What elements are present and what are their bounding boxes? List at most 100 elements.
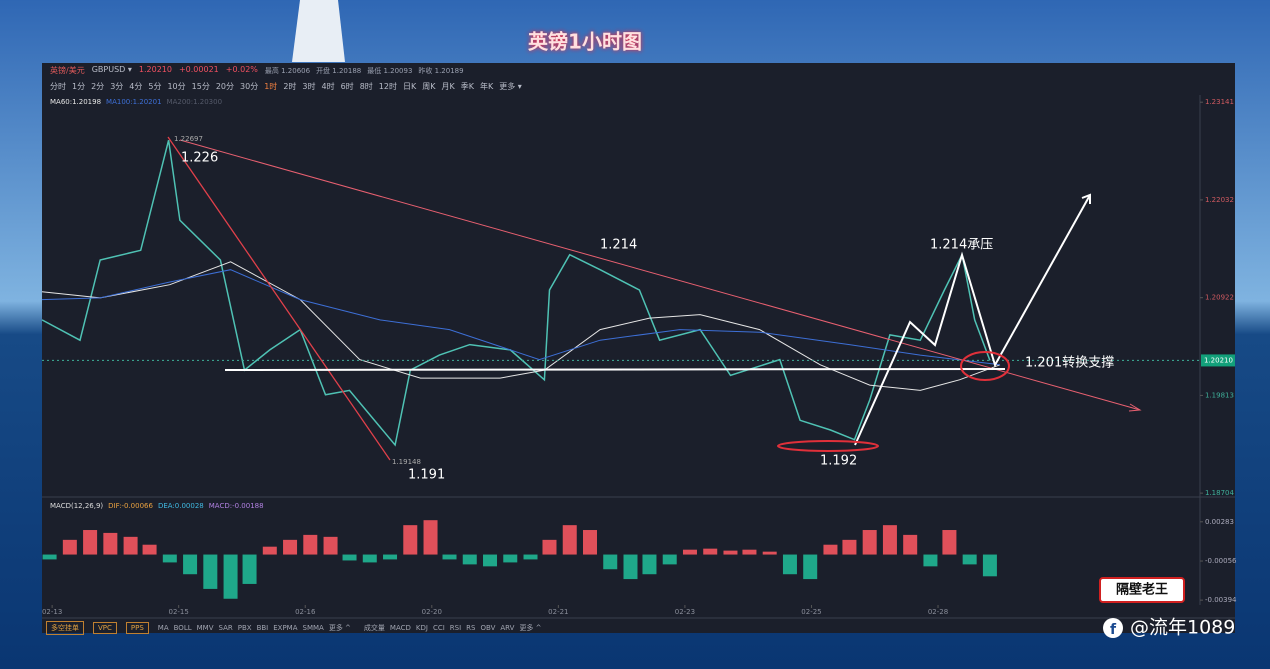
quote-row: 英镑/美元 GBPUSD ▾ 1.20210 +0.00021 +0.02% 最… [50,65,464,76]
annotation: 1.226 [181,151,218,166]
macd-bar [183,554,198,575]
timeframe[interactable]: 1时 [264,82,278,91]
timeframe[interactable]: 30分 [240,82,259,91]
stats: 最高 1.20606 开盘 1.20188 最低 1.20093 昨收 1.20189 [265,66,464,76]
banner-glow: 英镑1小时图 [528,30,642,54]
timeframe[interactable]: 3时 [302,82,316,91]
timeframe[interactable]: 4分 [129,82,143,91]
timeframe[interactable]: 4时 [321,82,335,91]
indicator-tab[interactable]: MACD [389,624,411,632]
stat: 最低 1.20093 [367,67,413,75]
macd-bar [423,520,438,555]
timeframe[interactable]: 2时 [283,82,297,91]
macd-bar [862,530,877,555]
indicator-tab[interactable]: KDJ [415,624,428,632]
arrow-head [1128,403,1142,412]
timeframe[interactable]: 分时 [50,82,66,91]
y-tick-label: 0.00283 [1205,518,1234,526]
indicator-tab[interactable]: MA [157,624,169,632]
macd-bar [362,554,377,563]
timeframe[interactable]: 2分 [91,82,105,91]
indicator-tab[interactable]: RSI [449,624,462,632]
macd-bar [223,554,238,599]
indicator-tab[interactable]: SMMA [302,624,324,632]
x-tick-label: 02-25 [801,608,821,616]
macd-bar [123,536,138,555]
macd-plot: 0.00283 -0.00056 -0.00394 02-13 02-15 02-16 02… [42,518,1237,616]
legend: DIF:-0.00066 DEA:0.00028 MACD:-0.00188 [108,502,263,510]
toggle-button[interactable]: VPC [93,622,117,634]
legend-faded: MA200:1.20300 [166,98,223,106]
x-tick-label: 02-13 [42,608,62,616]
timeframe[interactable]: 5分 [148,82,162,91]
indicator-tab[interactable]: BBI [256,624,269,632]
timeframe[interactable]: 周K [422,82,436,91]
indicator-tab[interactable]: ARV [500,624,515,632]
price: 1.20210 [138,65,172,74]
timeframe[interactable]: 3分 [110,82,124,91]
indicator-tab[interactable]: 更多 ^ [328,624,351,632]
indicator-tab[interactable]: PBX [237,624,252,632]
legend-entry: MA100:1.20201 [106,98,162,106]
indicator-tab[interactable]: 更多 ^ [519,624,542,632]
macd-bar [703,548,718,555]
stat: 开盘 1.20188 [316,67,362,75]
indicator-tab[interactable]: RS [466,624,476,632]
badge: 隔壁老王 [1116,582,1168,598]
toggle-button[interactable]: PPS [125,622,149,634]
macd-bar [823,544,838,555]
toggle-button[interactable]: 多空挂单 [46,621,84,635]
macd-bar [162,554,177,563]
annotation: 1.19148 [392,458,421,466]
indicator-tab[interactable]: SAR [218,624,233,632]
change: +0.00021 [178,65,219,74]
timeframe[interactable]: 更多 ▾ [499,82,522,91]
legend-entry: DEA:0.00028 [157,502,204,510]
timeframe[interactable]: 10分 [167,82,186,91]
x-tick-label: 02-28 [928,608,948,616]
annotation: 1.22697 [174,135,203,143]
indicator-tab[interactable]: 成交量 [363,624,385,632]
timeframe[interactable]: 月K [441,82,455,91]
macd-bar [83,530,98,555]
timeframe[interactable]: 日K [402,82,417,91]
arrow-head [1081,193,1091,204]
timeframe[interactable]: 季K [460,82,474,91]
y-tick-label: 1.20922 [1205,294,1234,302]
stat: 最高 1.20606 [264,67,311,75]
symbol-code[interactable]: GBPUSD ▾ [91,65,132,74]
macd-bar [742,549,757,555]
timeframe[interactable]: 12时 [378,82,397,91]
series-line [41,269,1001,366]
macd-bar [142,544,157,555]
macd-bar [303,534,318,555]
macd-bar [803,554,818,580]
macd-bar [483,554,498,567]
macd-legend: MACD(12,26,9) DIF:-0.00066 DEA:0.00028 MAC… [50,502,264,510]
indicator-tab[interactable]: CCI [432,624,445,632]
x-tick-label: 02-23 [675,608,695,616]
x-tick-label: 02-20 [422,608,442,616]
timeframe[interactable]: 6时 [340,82,354,91]
macd-bar [262,546,277,555]
indicator-tab[interactable]: OBV [480,624,496,632]
timeframe[interactable]: 15分 [191,82,210,91]
timeframe[interactable]: 年K [479,82,494,91]
indicator-tab[interactable]: EXPMA [273,624,298,632]
timeframe[interactable]: 1分 [72,82,86,91]
timeframe[interactable]: 8时 [359,82,373,91]
fb-letter: f [1110,622,1117,638]
annotation: 1.191 [408,468,445,483]
legend: MA60:1.20198 MA100:1.20201 [50,98,162,106]
fb-icon [1103,618,1123,638]
x-tick-label: 02-16 [295,608,316,616]
timeframe[interactable]: 20分 [215,82,235,91]
macd-bar [383,554,398,560]
macd-bar [562,525,577,555]
macd-bar [962,554,977,565]
indicator-tab[interactable]: MMV [196,624,214,632]
macd-bar [342,554,357,561]
indicator-tab[interactable]: BOLL [173,624,192,632]
